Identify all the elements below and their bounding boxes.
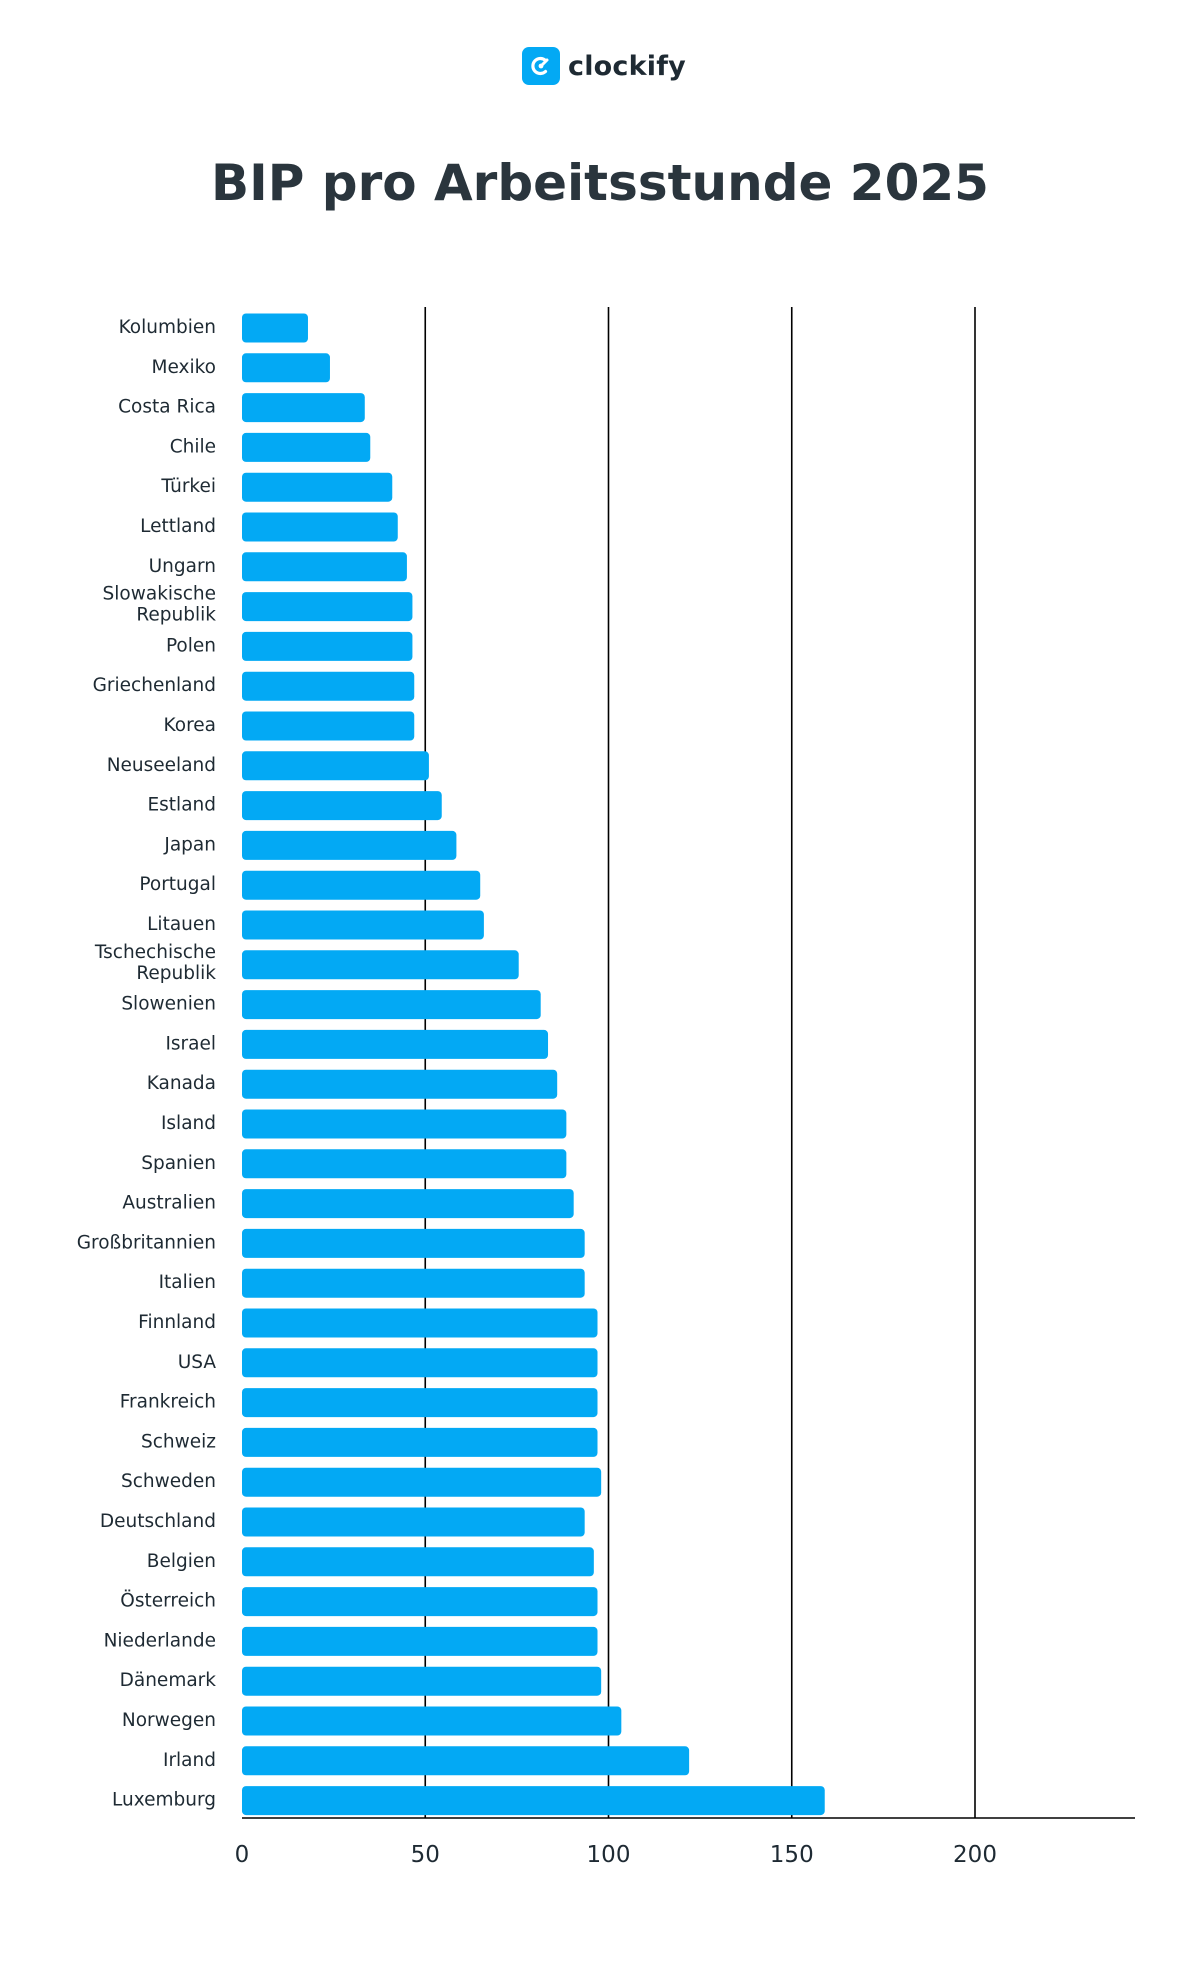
bar-10 (242, 711, 415, 741)
bar-15 (242, 910, 484, 940)
category-label-16: Tschechische (94, 942, 216, 963)
category-label-35: Norwegen (122, 1710, 216, 1731)
category-label-2: Costa Rica (118, 397, 216, 418)
bar-35 (242, 1706, 622, 1736)
category-label-27: Frankreich (120, 1392, 216, 1413)
bar-6 (242, 552, 407, 582)
category-label-34: Dänemark (120, 1670, 217, 1691)
bar-37 (242, 1786, 825, 1816)
category-label-30: Deutschland (100, 1511, 216, 1532)
category-label-12: Estland (147, 795, 216, 816)
bar-12 (242, 791, 442, 821)
category-label-32: Österreich (120, 1590, 216, 1612)
category-label-26: USA (178, 1352, 217, 1373)
bar-20 (242, 1109, 567, 1139)
category-label-25: Finnland (138, 1312, 216, 1333)
bar-4 (242, 472, 393, 502)
category-label-28: Schweiz (141, 1431, 216, 1452)
category-label-0: Kolumbien (119, 317, 216, 338)
category-label-7-line2: Republik (136, 605, 216, 626)
bar-5 (242, 512, 398, 542)
bar-19 (242, 1069, 558, 1099)
category-label-29: Schweden (121, 1471, 216, 1492)
category-label-18: Israel (165, 1033, 216, 1054)
bar-17 (242, 990, 541, 1020)
x-tick-label: 200 (953, 1842, 997, 1868)
category-label-21: Spanien (141, 1153, 216, 1174)
category-label-24: Italien (159, 1272, 216, 1293)
bar-22 (242, 1189, 574, 1219)
bar-23 (242, 1228, 585, 1258)
category-label-10: Korea (164, 715, 216, 736)
bar-30 (242, 1507, 585, 1537)
bar-24 (242, 1268, 585, 1298)
bar-34 (242, 1666, 602, 1696)
category-label-9: Griechenland (93, 675, 216, 696)
x-tick-label: 0 (235, 1842, 250, 1868)
category-label-31: Belgien (147, 1551, 216, 1572)
category-label-3: Chile (170, 436, 216, 457)
category-label-6: Ungarn (149, 556, 216, 577)
bar-8 (242, 631, 413, 661)
category-label-22: Australien (122, 1193, 216, 1214)
category-label-20: Island (161, 1113, 216, 1134)
brand-name: clockify (568, 50, 686, 82)
bar-26 (242, 1348, 598, 1378)
bar-27 (242, 1388, 598, 1418)
bar-32 (242, 1587, 598, 1617)
chart-title: BIP pro Arbeitsstunde 2025 (211, 154, 989, 212)
bar-14 (242, 870, 481, 900)
category-label-15: Litauen (147, 914, 216, 935)
bar-29 (242, 1467, 602, 1497)
bar-1 (242, 353, 330, 383)
category-label-37: Luxemburg (112, 1790, 216, 1811)
bar-16 (242, 950, 519, 980)
category-label-11: Neuseeland (107, 755, 216, 776)
bar-9 (242, 671, 415, 701)
category-label-7: Slowakische (103, 584, 216, 605)
category-label-36: Irland (163, 1750, 216, 1771)
bar-31 (242, 1547, 594, 1577)
category-label-19: Kanada (147, 1073, 216, 1094)
category-label-8: Polen (166, 635, 216, 656)
bar-33 (242, 1626, 598, 1656)
bar-13 (242, 830, 457, 860)
bar-25 (242, 1308, 598, 1338)
category-label-17: Slowenien (121, 994, 216, 1015)
bar-2 (242, 393, 365, 423)
bar-36 (242, 1746, 690, 1776)
bar-28 (242, 1427, 598, 1457)
bar-21 (242, 1149, 567, 1179)
category-label-23: Großbritannien (77, 1232, 216, 1253)
bar-11 (242, 751, 429, 781)
bar-18 (242, 1029, 549, 1059)
category-label-1: Mexiko (152, 357, 216, 378)
brand-logo: clockify (522, 46, 686, 86)
bar-0 (242, 313, 308, 343)
category-label-33: Niederlande (104, 1630, 216, 1651)
category-label-14: Portugal (139, 874, 216, 895)
x-tick-label: 150 (770, 1842, 814, 1868)
category-label-4: Türkei (160, 476, 216, 497)
x-tick-label: 100 (587, 1842, 631, 1868)
clockify-logo-icon (522, 47, 560, 85)
x-tick-label: 50 (411, 1842, 440, 1868)
bar-7 (242, 592, 413, 622)
category-label-13: Japan (163, 834, 216, 855)
bar-3 (242, 432, 371, 462)
category-label-16-line2: Republik (136, 963, 216, 984)
category-label-5: Lettland (140, 516, 216, 537)
